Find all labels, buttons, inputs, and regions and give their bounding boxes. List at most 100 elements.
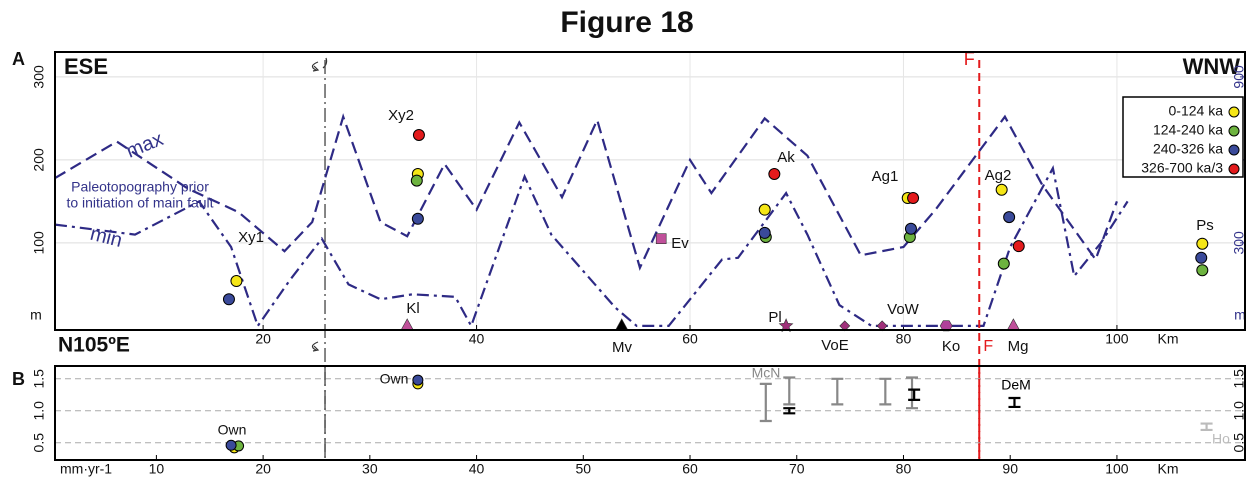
x-tick-label: 10 — [149, 461, 165, 477]
rate-point — [225, 439, 237, 451]
x-tick-label: 40 — [469, 461, 485, 477]
panel-label: B — [12, 369, 25, 389]
x-tick-label: 70 — [789, 461, 805, 477]
age-point — [995, 183, 1008, 196]
y-tick-label-right: 0.5 — [1231, 433, 1247, 453]
marker-label: Ev — [671, 235, 689, 252]
bar-group-label: McN — [752, 365, 781, 381]
age-point — [904, 222, 917, 235]
error-bar — [783, 407, 796, 415]
site-label: Ag2 — [985, 167, 1012, 184]
age-point — [411, 212, 424, 225]
legend-label: 240-326 ka — [1153, 141, 1223, 157]
error-bar — [1008, 396, 1021, 409]
legend-label: 326-700 ka/3 — [1141, 160, 1223, 176]
site-marker — [615, 318, 629, 331]
site-label: Ps — [1196, 217, 1214, 234]
chart-title: Figure 18 — [560, 6, 693, 39]
x-tick-label: 80 — [896, 331, 912, 347]
y2-tick-label: 900 — [1231, 65, 1247, 89]
marker-label: Pl — [768, 309, 781, 326]
legend-swatch — [1228, 125, 1240, 137]
fault-label: F — [964, 49, 975, 69]
x-tick-label: 20 — [255, 331, 271, 347]
y-tick-label: 300 — [31, 65, 47, 89]
point-label: Own — [218, 422, 247, 438]
legend-swatch — [1228, 106, 1240, 118]
site-label: Ak — [777, 149, 795, 166]
y-tick-label-right: 1.0 — [1231, 401, 1247, 421]
age-point — [410, 174, 423, 187]
direction-label: WNW — [1183, 54, 1241, 79]
profile-label: max — [123, 128, 166, 163]
age-point — [768, 167, 781, 180]
age-point — [1195, 251, 1208, 264]
profile-line — [54, 113, 1118, 271]
age-point — [997, 257, 1010, 270]
site-marker — [655, 233, 667, 245]
annotation: to initiation of main fault — [66, 195, 213, 211]
x-axis-label: Km — [1158, 461, 1179, 477]
age-point — [758, 203, 771, 216]
y-tick-label: 100 — [31, 231, 47, 255]
y-tick-label: 1.5 — [31, 369, 47, 389]
x-tick-label: 60 — [682, 461, 698, 477]
direction-label: ESE — [64, 54, 108, 79]
error-bar — [908, 388, 921, 401]
marker-label: VoW — [887, 301, 920, 318]
site-label: Xy1 — [238, 229, 264, 246]
x-tick-label: 50 — [576, 461, 592, 477]
age-point — [907, 192, 920, 205]
fold-symbol — [311, 57, 328, 72]
error-bar — [1200, 422, 1213, 432]
error-bar — [831, 377, 844, 406]
site-marker — [400, 318, 414, 331]
error-bar — [879, 377, 892, 406]
error-bar — [759, 382, 772, 423]
y-axis-label: mm·yr-1 — [60, 461, 112, 477]
y-tick-label: 1.0 — [31, 401, 47, 421]
x-tick-label: 40 — [469, 331, 485, 347]
age-point — [1196, 237, 1209, 250]
x-tick-label: 90 — [1002, 461, 1018, 477]
y2-axis-label: m — [1234, 307, 1246, 323]
legend-box — [1122, 96, 1244, 178]
azimuth-label: N105ºE — [58, 334, 130, 357]
age-point — [1003, 211, 1016, 224]
age-point — [230, 275, 243, 288]
marker-label: Ko — [942, 338, 960, 355]
rate-point — [412, 374, 424, 386]
site-label: Xy2 — [388, 107, 414, 124]
plot-frame — [54, 365, 1246, 461]
site-label: Ag1 — [872, 168, 899, 185]
x-tick-label: 30 — [362, 461, 378, 477]
legend-swatch — [1228, 144, 1240, 156]
error-bar — [783, 376, 796, 406]
age-point — [1196, 264, 1209, 277]
fold-symbol — [311, 341, 320, 352]
legend-label: 124-240 ka — [1153, 122, 1223, 138]
plot-frame — [54, 51, 1246, 331]
age-point — [758, 226, 771, 239]
error-bar — [906, 376, 919, 410]
legend-swatch — [1228, 163, 1240, 175]
age-point — [1012, 240, 1025, 253]
y-tick-label-right: 1.5 — [1231, 369, 1247, 389]
x-tick-label: 20 — [255, 461, 271, 477]
site-marker — [1006, 318, 1020, 331]
legend-label: 0-124 ka — [1169, 103, 1224, 119]
marker-label: VoE — [821, 337, 849, 354]
point-label: Own — [380, 371, 409, 387]
age-point — [412, 128, 425, 141]
y2-tick-label: 300 — [1231, 231, 1247, 255]
marker-label: Mv — [612, 339, 632, 356]
y-tick-label: 0.5 — [31, 433, 47, 453]
bar-group-label: DeM — [1001, 377, 1031, 393]
profile-label: min — [88, 223, 125, 252]
annotation: Paleotopography prior — [71, 179, 209, 195]
fault-label: F — [983, 338, 993, 355]
bar-group-label: Ho — [1212, 431, 1230, 447]
age-point — [222, 293, 235, 306]
x-tick-label: 100 — [1105, 461, 1129, 477]
